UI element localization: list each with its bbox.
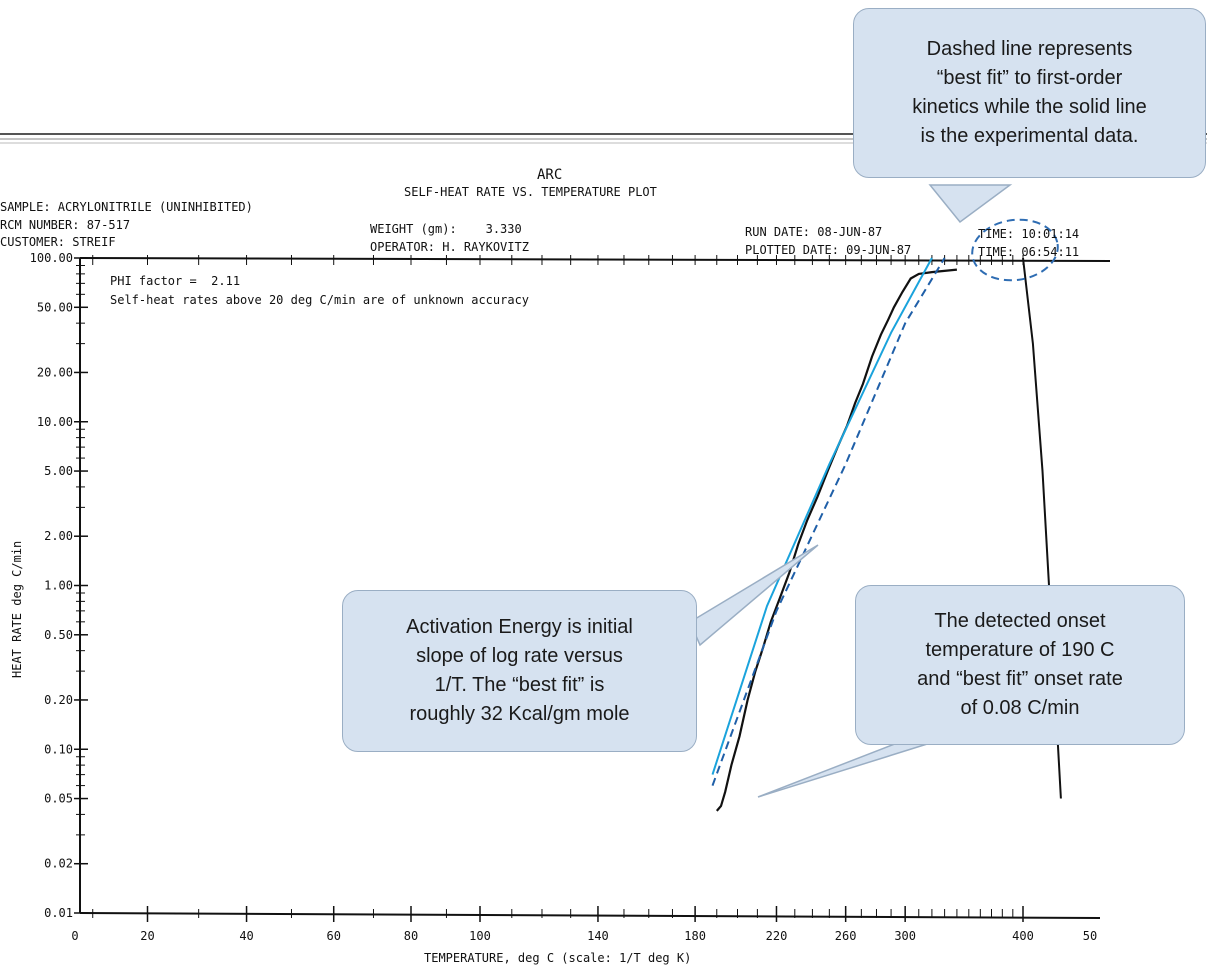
callout-onset-line: of 0.08 C/min xyxy=(960,697,1080,719)
x-tick-label: 400 xyxy=(1012,929,1034,943)
callout-pointer-activation xyxy=(689,544,819,647)
callout-activation-line: Activation Energy is initial xyxy=(406,616,633,638)
x-tick-label: 220 xyxy=(766,929,788,943)
y-tick-label: 0.20 xyxy=(44,693,73,707)
callout-dashed-fit: Dashed line represents “best fit” to fir… xyxy=(853,8,1206,178)
callout-dashed-fit-line: Dashed line represents xyxy=(926,38,1133,60)
x-axis-ticks: 0 20 40 60 80 100 140 180 220 260 300 400 50 xyxy=(71,255,1097,943)
x-tick-label: 140 xyxy=(587,929,609,943)
arc-title: ARC xyxy=(537,167,563,183)
run-time-label: TIME: 10:01:14 xyxy=(978,227,1080,241)
y-tick-label: 0.05 xyxy=(44,792,73,806)
x-tick-label: 60 xyxy=(326,929,340,943)
callout-onset-line: The detected onset xyxy=(934,610,1106,632)
top-border-line xyxy=(79,257,1111,262)
callout-onset-line: and “best fit” onset rate xyxy=(917,668,1123,690)
x-axis-line xyxy=(79,912,1101,919)
x-tick-label: 20 xyxy=(140,929,154,943)
y-tick-label: 5.00 xyxy=(44,464,73,478)
plot-title: SELF-HEAT RATE VS. TEMPERATURE PLOT xyxy=(404,185,657,199)
sample-label: SAMPLE: ACRYLONITRILE (UNINHIBITED) xyxy=(0,200,253,214)
run-date-label: RUN DATE: 08-JUN-87 xyxy=(745,225,883,239)
x-tick-label: 80 xyxy=(404,929,418,943)
weight-label: WEIGHT (gm): 3.330 xyxy=(370,222,522,236)
y-tick-label: 20.00 xyxy=(37,365,73,379)
customer-label: CUSTOMER: STREIF xyxy=(0,235,116,249)
series-line-solid-blue xyxy=(711,257,933,775)
callout-activation-energy: Activation Energy is initial slope of lo… xyxy=(342,590,697,752)
plotted-date-label: PLOTTED DATE: 09-JUN-87 xyxy=(745,243,912,257)
accuracy-note: Self-heat rates above 20 deg C/min are o… xyxy=(110,293,530,307)
peak-circle-annotation xyxy=(971,218,1059,282)
x-tick-label: 0 xyxy=(71,929,78,943)
callout-dashed-fit-line: “best fit” to first-order xyxy=(936,67,1123,89)
plotted-time-label: TIME: 06:54:11 xyxy=(978,245,1080,259)
x-tick-label: 260 xyxy=(835,929,857,943)
y-axis-ticks: 100.00 50.00 20.00 10.00 5.00 2.00 1.00 0.50 0.2… xyxy=(30,251,88,920)
x-tick-label: 50 xyxy=(1083,929,1097,943)
x-tick-label: 180 xyxy=(684,929,706,943)
operator-label: OPERATOR: H. RAYKOVITZ xyxy=(370,240,529,254)
x-tick-label: 300 xyxy=(894,929,916,943)
callout-dashed-fit-line: kinetics while the solid line xyxy=(912,96,1147,118)
series-line-dashed xyxy=(711,257,946,786)
callout-pointer-onset xyxy=(757,739,941,798)
callout-activation-line: 1/T. The “best fit” is xyxy=(434,674,605,696)
x-axis-label: TEMPERATURE, deg C (scale: 1/T deg K) xyxy=(424,951,691,965)
callout-onset-line: temperature of 190 C xyxy=(925,639,1115,661)
y-tick-label: 50.00 xyxy=(37,300,73,314)
series-line-solid xyxy=(715,268,958,812)
y-tick-label: 2.00 xyxy=(44,529,73,543)
y-tick-label: 100.00 xyxy=(30,251,73,265)
y-tick-label: 0.10 xyxy=(44,742,73,756)
y-tick-label: 0.01 xyxy=(44,906,73,920)
callout-dashed-fit-line: is the experimental data. xyxy=(920,125,1139,147)
rcm-number-label: RCM NUMBER: 87-517 xyxy=(0,218,131,232)
x-tick-label: 40 xyxy=(239,929,253,943)
y-axis-label: HEAT RATE deg C/min xyxy=(10,541,24,678)
x-tick-label: 100 xyxy=(469,929,491,943)
y-tick-label: 0.02 xyxy=(44,857,73,871)
y-tick-label: 10.00 xyxy=(37,415,73,429)
y-tick-label: 1.00 xyxy=(44,579,73,593)
callout-onset: The detected onset temperature of 190 C … xyxy=(855,585,1185,745)
phi-factor-note: PHI factor = 2.11 xyxy=(110,274,241,288)
callout-activation-line: slope of log rate versus xyxy=(416,645,623,667)
callout-activation-line: roughly 32 Kcal/gm mole xyxy=(409,703,630,725)
callout-pointer-dashed-fit xyxy=(928,184,1013,224)
y-tick-label: 0.50 xyxy=(44,628,73,642)
